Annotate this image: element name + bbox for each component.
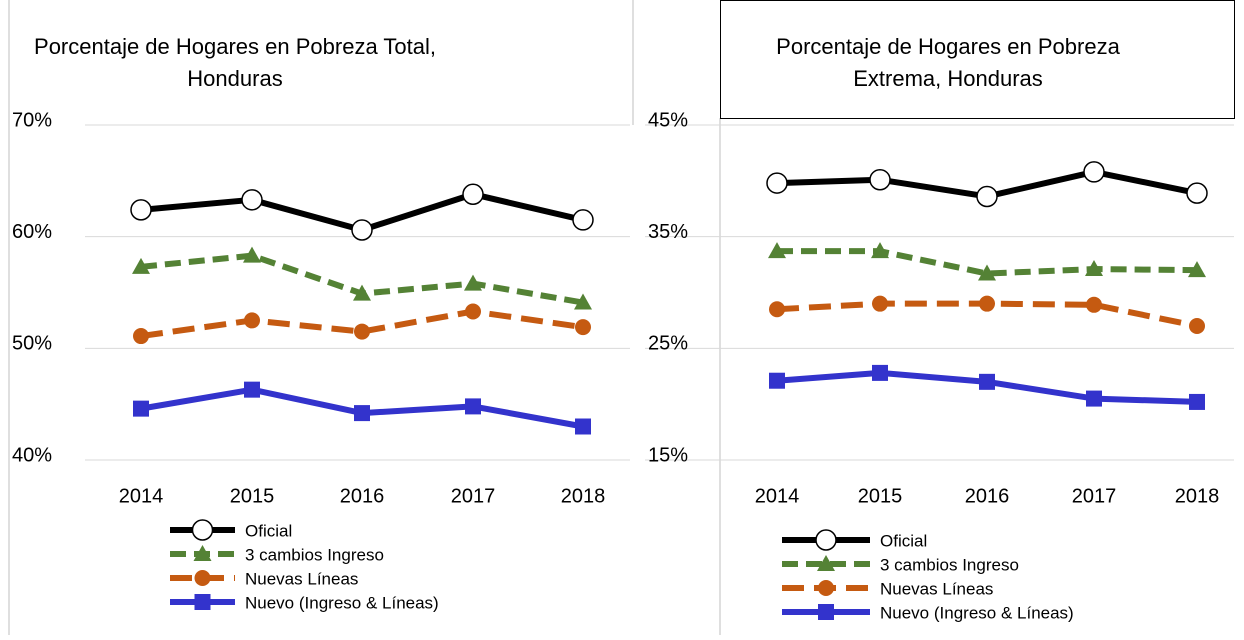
legend-label: 3 cambios Ingreso — [245, 545, 384, 564]
series-line — [140, 308, 584, 340]
marker — [768, 242, 786, 259]
chart-title: Porcentaje de Hogares en Pobreza Total, — [34, 34, 436, 59]
legend-label: Nuevas Líneas — [245, 569, 358, 588]
marker — [976, 185, 998, 208]
y-tick-label: 60% — [12, 221, 52, 243]
legend-marker — [815, 529, 837, 551]
marker — [354, 323, 370, 340]
marker — [244, 312, 260, 329]
title-box — [720, 0, 1235, 119]
marker — [575, 319, 591, 336]
x-tick-label: 2017 — [451, 485, 496, 507]
marker — [354, 405, 370, 422]
x-tick-label: 2017 — [1072, 485, 1117, 507]
marker — [132, 257, 150, 274]
x-tick-label: 2015 — [230, 485, 275, 507]
legend-label: Oficial — [245, 521, 292, 540]
marker — [464, 274, 482, 291]
legend-label: Nuevo (Ingreso & Líneas) — [245, 593, 439, 612]
marker — [351, 219, 373, 241]
marker — [769, 372, 785, 389]
legend-marker — [817, 555, 835, 571]
marker — [1188, 261, 1206, 278]
marker — [979, 373, 995, 390]
marker — [574, 293, 592, 310]
marker — [1186, 182, 1208, 204]
y-tick-label: 40% — [12, 444, 52, 466]
marker — [465, 303, 481, 320]
marker — [572, 209, 594, 231]
legend-label: Nuevas Líneas — [880, 579, 993, 598]
marker — [1189, 318, 1205, 334]
marker — [872, 364, 888, 381]
legend-label: Oficial — [880, 531, 927, 550]
legend-marker — [194, 594, 211, 610]
legend-label: 3 cambios Ingreso — [880, 555, 1019, 574]
marker — [465, 398, 481, 415]
marker — [871, 242, 889, 259]
legend-marker — [194, 570, 211, 586]
marker — [978, 264, 996, 281]
x-tick-label: 2016 — [965, 485, 1010, 507]
marker — [133, 400, 149, 417]
marker — [241, 189, 263, 211]
marker — [869, 168, 891, 191]
x-tick-label: 2015 — [858, 485, 903, 507]
marker — [243, 246, 261, 263]
x-tick-label: 2018 — [561, 485, 606, 507]
marker — [462, 183, 484, 205]
y-tick-label: 45% — [648, 109, 688, 131]
chart-title: Porcentaje de Hogares en Pobreza — [776, 34, 1120, 59]
legend-marker — [818, 580, 834, 596]
legend-marker — [191, 519, 214, 541]
legend-marker — [193, 545, 212, 561]
chart-title: Honduras — [187, 66, 282, 91]
x-tick-label: 2014 — [755, 485, 800, 507]
marker — [872, 295, 888, 312]
marker — [979, 295, 995, 312]
marker — [769, 301, 785, 318]
marker — [1086, 390, 1102, 407]
legend-marker — [818, 604, 834, 620]
y-tick-label: 70% — [12, 109, 52, 131]
y-tick-label: 15% — [648, 444, 688, 466]
marker — [1189, 393, 1205, 410]
marker — [575, 418, 591, 435]
marker — [244, 381, 260, 398]
y-tick-label: 25% — [648, 333, 688, 355]
y-tick-label: 35% — [648, 221, 688, 243]
y-tick-label: 50% — [12, 333, 52, 355]
marker — [133, 328, 149, 345]
marker — [766, 172, 788, 194]
marker — [1086, 296, 1102, 313]
x-tick-label: 2018 — [1175, 485, 1220, 507]
legend-label: Nuevo (Ingreso & Líneas) — [880, 603, 1074, 622]
marker — [353, 284, 371, 301]
x-tick-label: 2014 — [119, 485, 164, 507]
marker — [1083, 161, 1105, 183]
marker — [130, 199, 152, 221]
x-tick-label: 2016 — [340, 485, 385, 507]
marker — [1085, 260, 1103, 277]
chart-title: Extrema, Honduras — [853, 66, 1043, 91]
